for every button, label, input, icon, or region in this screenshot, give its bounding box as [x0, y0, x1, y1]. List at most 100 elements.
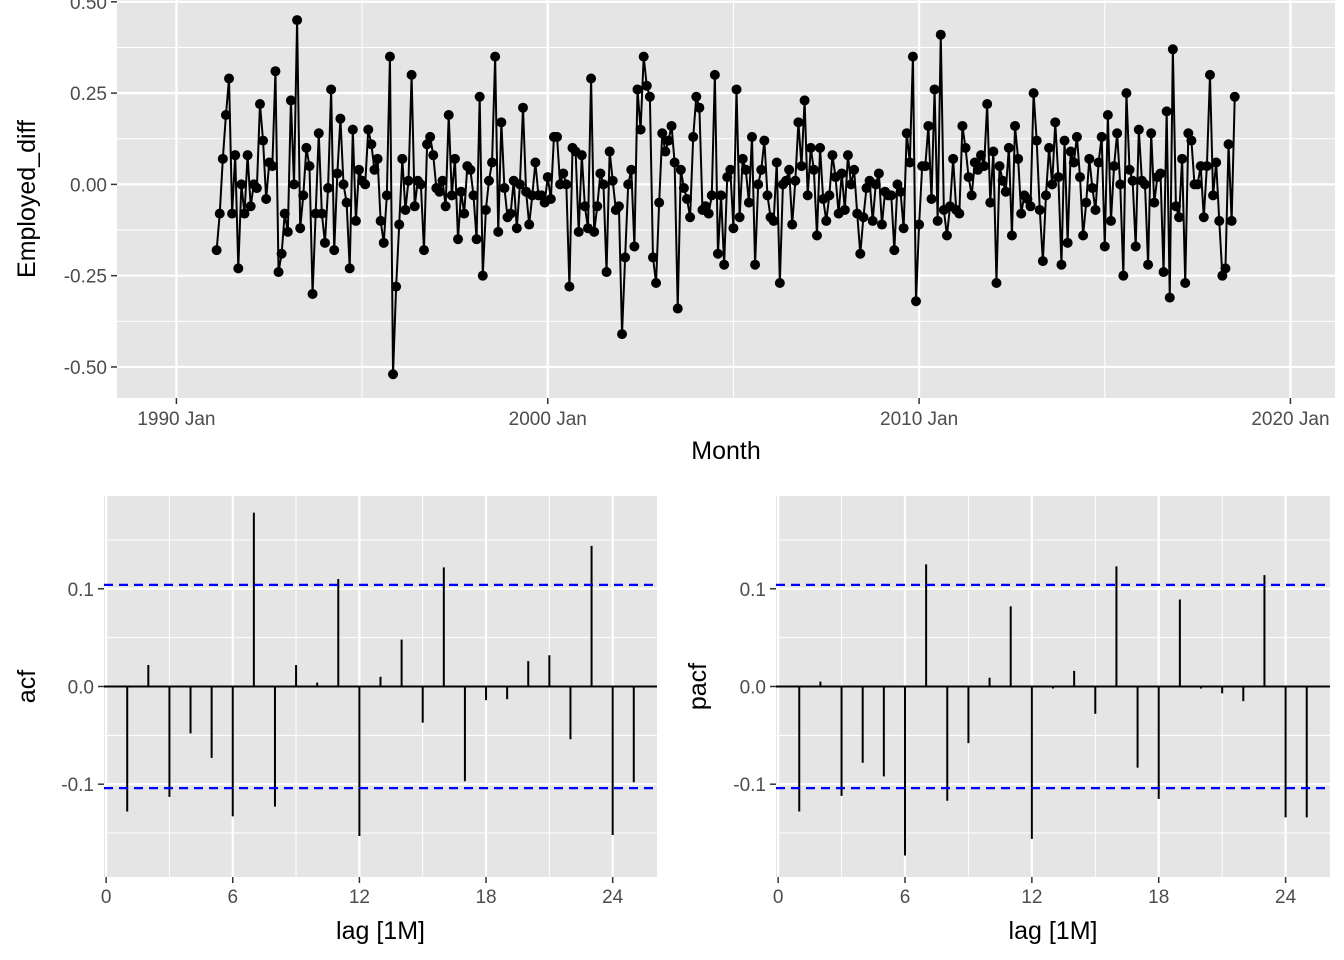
data-point: [1146, 128, 1157, 139]
data-point: [524, 219, 535, 230]
data-point: [446, 190, 457, 201]
data-point: [997, 175, 1008, 186]
data-point: [1010, 120, 1021, 131]
data-point: [706, 190, 717, 201]
data-point: [1081, 197, 1092, 208]
data-point: [731, 84, 742, 95]
data-point: [607, 175, 618, 186]
data-point: [855, 248, 866, 259]
data-point: [920, 161, 931, 172]
data-point: [552, 131, 563, 142]
data-point: [975, 150, 986, 161]
data-point: [660, 146, 671, 157]
data-point: [719, 259, 730, 270]
data-point: [985, 197, 996, 208]
data-point: [453, 234, 464, 245]
data-point: [979, 161, 990, 172]
data-point: [657, 128, 668, 139]
data-point: [285, 95, 296, 106]
data-point: [372, 153, 383, 164]
y-tick-label: 0.1: [68, 580, 94, 601]
data-point: [1170, 201, 1181, 212]
x-tick-label: 24: [1275, 887, 1297, 908]
data-point: [948, 153, 959, 164]
x-tick-label: 6: [227, 887, 238, 908]
data-point: [598, 179, 609, 190]
data-point: [217, 153, 228, 164]
data-point: [666, 120, 677, 131]
data-point: [734, 212, 745, 223]
y-tick-label: 0.50: [70, 0, 107, 14]
data-point: [876, 219, 887, 230]
data-point: [1056, 259, 1067, 270]
data-point: [279, 208, 290, 219]
data-point: [737, 153, 748, 164]
data-point: [1065, 146, 1076, 157]
data-point: [638, 51, 649, 62]
x-tick-label: 2010 Jan: [880, 409, 958, 430]
y-tick-label: 0.0: [740, 678, 766, 699]
data-point: [669, 157, 680, 168]
data-point: [935, 29, 946, 40]
data-point: [691, 91, 702, 102]
data-point: [781, 175, 792, 186]
data-point: [799, 95, 810, 106]
y-tick-label: 0.1: [740, 580, 766, 601]
data-point: [341, 197, 352, 208]
data-point: [1180, 277, 1191, 288]
data-point: [750, 259, 761, 270]
data-point: [654, 197, 665, 208]
data-point: [313, 128, 324, 139]
data-point: [391, 281, 402, 292]
data-point: [298, 190, 309, 201]
data-point: [994, 161, 1005, 172]
data-point: [815, 142, 826, 153]
data-point: [304, 161, 315, 172]
data-point: [1047, 179, 1058, 190]
y-tick-label: 0.00: [70, 175, 107, 196]
x-tick-label: 12: [1021, 887, 1042, 908]
data-point: [762, 190, 773, 201]
data-point: [282, 226, 293, 237]
data-point: [960, 142, 971, 153]
data-point: [301, 142, 312, 153]
data-point: [239, 208, 250, 219]
data-point: [1149, 197, 1160, 208]
data-point: [1208, 190, 1219, 201]
data-point: [573, 226, 584, 237]
data-point: [480, 204, 491, 215]
data-point: [505, 208, 516, 219]
data-point: [1130, 241, 1141, 252]
data-point: [836, 168, 847, 179]
data-point: [1006, 230, 1017, 241]
data-point: [991, 277, 1002, 288]
data-point: [1093, 157, 1104, 168]
data-point: [743, 197, 754, 208]
data-point: [1016, 208, 1027, 219]
data-point: [672, 303, 683, 314]
x-tick-label: 2000 Jan: [509, 409, 587, 430]
data-point: [1112, 128, 1123, 139]
data-point: [626, 164, 637, 175]
data-point: [564, 281, 575, 292]
data-point: [923, 120, 934, 131]
data-point: [329, 245, 340, 256]
data-point: [335, 113, 346, 124]
data-point: [647, 252, 658, 263]
data-point: [434, 186, 445, 197]
y-axis-title: Employed_diff: [13, 120, 41, 278]
data-point: [1174, 212, 1185, 223]
data-point: [1192, 179, 1203, 190]
data-point: [258, 135, 269, 146]
pacf-panel: -0.1 0.0 0.1 pacf 0 6 12 18 24 lag [1M]: [684, 496, 1330, 945]
data-point: [1053, 172, 1064, 183]
data-point: [914, 219, 925, 230]
data-point: [440, 201, 451, 212]
y-axis-title: acf: [13, 670, 41, 703]
data-point: [236, 179, 247, 190]
data-point: [211, 245, 222, 256]
data-point: [353, 164, 364, 175]
x-axis-title: Month: [691, 437, 760, 465]
data-point: [224, 73, 235, 84]
